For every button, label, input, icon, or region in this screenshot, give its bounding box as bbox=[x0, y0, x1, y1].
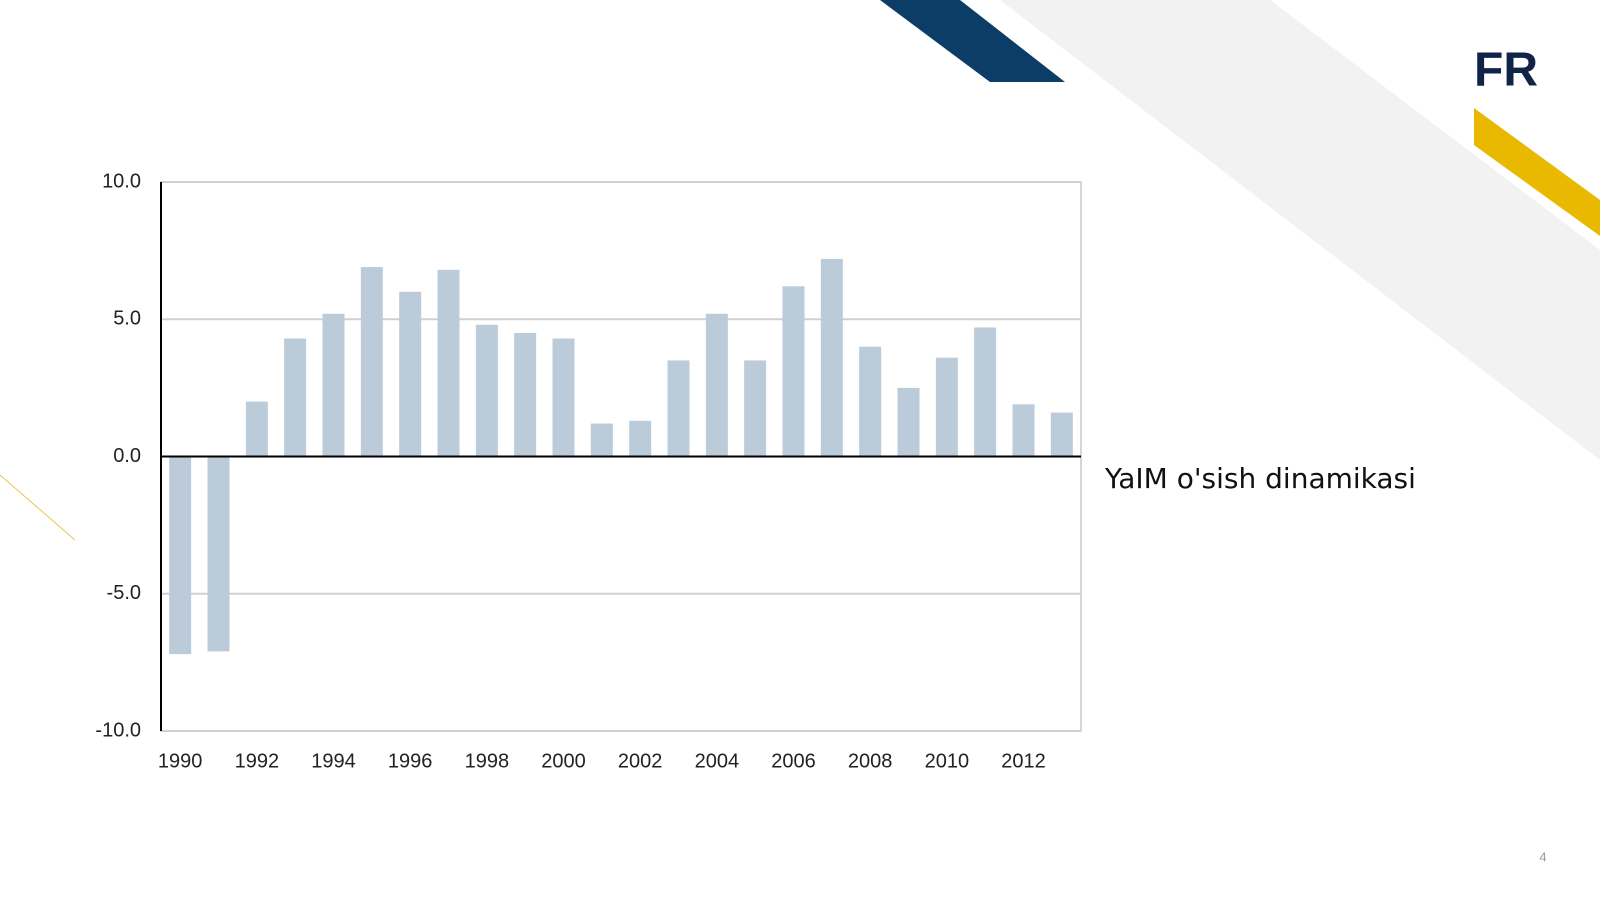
x-tick-label: 2000 bbox=[541, 750, 586, 772]
bar bbox=[399, 291, 422, 457]
y-tick-label: 0.0 bbox=[113, 445, 141, 467]
x-tick-label: 1996 bbox=[388, 750, 433, 772]
x-tick-label: 2008 bbox=[848, 750, 893, 772]
chart-annotation: YaIM o'sish dinamikasi bbox=[1104, 462, 1416, 495]
x-tick-label: 2010 bbox=[925, 750, 970, 772]
x-tick-label: 1992 bbox=[235, 750, 280, 772]
bar bbox=[705, 313, 728, 457]
x-tick-label: 2006 bbox=[771, 750, 816, 772]
bar bbox=[322, 313, 345, 457]
y-tick-label: -5.0 bbox=[107, 582, 141, 604]
y-tick-label: -10.0 bbox=[95, 719, 141, 741]
bar bbox=[744, 360, 767, 457]
x-tick-label: 2002 bbox=[618, 750, 663, 772]
bar bbox=[207, 456, 230, 652]
bar bbox=[1012, 404, 1035, 457]
x-tick-label: 1994 bbox=[311, 750, 356, 772]
decor-band bbox=[1000, 0, 1600, 460]
y-tick-label: 5.0 bbox=[113, 308, 141, 330]
bar bbox=[552, 338, 575, 457]
bar bbox=[284, 338, 307, 457]
bar bbox=[169, 456, 192, 655]
bar bbox=[629, 420, 652, 457]
bar bbox=[437, 269, 460, 457]
bar bbox=[820, 258, 843, 457]
y-tick-label: 10.0 bbox=[102, 170, 141, 192]
bar bbox=[514, 332, 537, 457]
bar bbox=[360, 267, 383, 457]
x-tick-label: 1990 bbox=[158, 750, 203, 772]
x-tick-label: 2012 bbox=[1001, 750, 1046, 772]
x-tick-label: 1998 bbox=[465, 750, 510, 772]
bar bbox=[590, 423, 613, 457]
bar bbox=[475, 324, 498, 457]
bar bbox=[935, 357, 958, 457]
bar bbox=[859, 346, 882, 457]
x-tick-label: 2004 bbox=[695, 750, 740, 772]
decor-navy bbox=[880, 0, 1065, 82]
bar bbox=[782, 286, 805, 457]
bar bbox=[667, 360, 690, 457]
bar bbox=[974, 327, 997, 457]
bar bbox=[245, 401, 268, 457]
bar bbox=[897, 387, 920, 457]
page-number: 4 bbox=[1539, 849, 1546, 864]
decor-yellow bbox=[1474, 108, 1600, 236]
decor-line bbox=[0, 474, 76, 541]
bar bbox=[1050, 412, 1073, 457]
logo: FR bbox=[1474, 44, 1538, 97]
